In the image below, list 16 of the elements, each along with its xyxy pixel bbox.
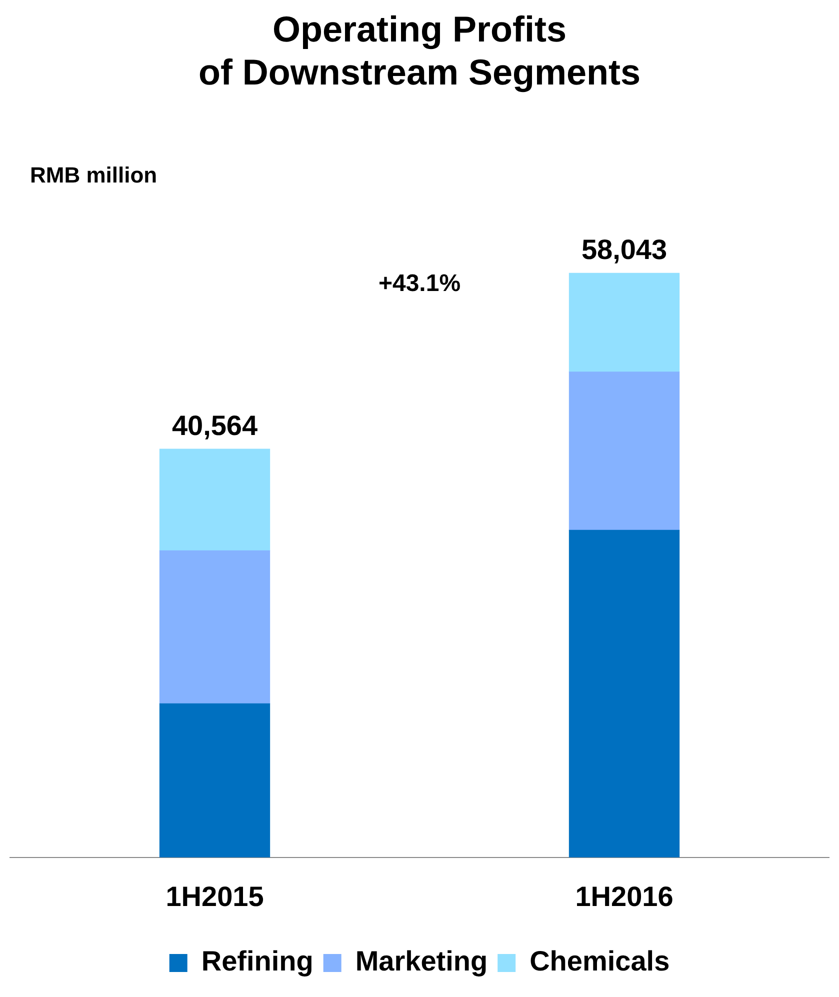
bar — [159, 703, 270, 858]
text: RMB million — [30, 162, 158, 188]
legend-label: Marketing — [355, 946, 488, 977]
bar — [568, 272, 680, 372]
annotation: 40,564 — [172, 410, 258, 441]
legend-label: Refining — [201, 946, 314, 977]
x-tick-label: 1H2015 — [166, 880, 264, 912]
bar — [568, 530, 680, 858]
annotation: +43.1% — [378, 270, 461, 298]
x-tick-label: 1H2016 — [575, 880, 674, 912]
annotation: 58,043 — [581, 234, 668, 265]
bar — [159, 448, 270, 552]
bar — [159, 550, 270, 704]
chart-title: Operating Profits of Downstream Segments — [198, 8, 641, 93]
legend-label: Chemicals — [530, 946, 670, 977]
bar — [568, 372, 680, 531]
